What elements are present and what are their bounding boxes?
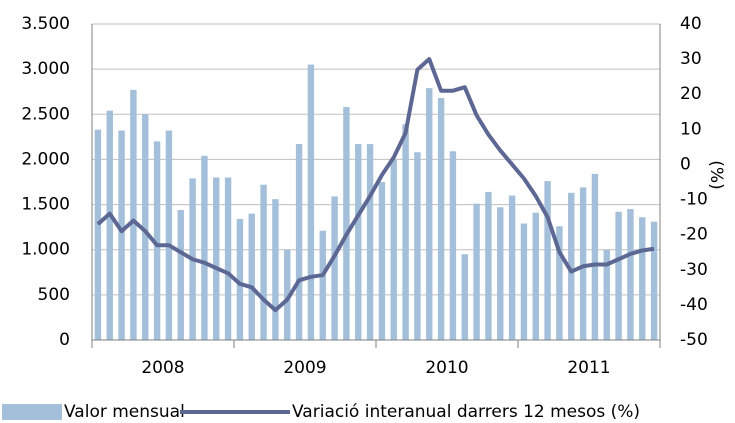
bar	[343, 107, 350, 340]
y-tick-label: 0	[59, 330, 70, 350]
bar	[272, 199, 279, 340]
bar	[153, 141, 161, 340]
bar	[544, 181, 551, 340]
bar	[508, 195, 516, 340]
bar	[177, 209, 184, 340]
bar	[201, 155, 208, 340]
x-group-label: 2009	[283, 358, 326, 378]
bar	[366, 144, 374, 340]
y2-tick-label: -50	[680, 330, 708, 350]
bar	[331, 196, 338, 340]
bar	[650, 221, 658, 340]
bar	[591, 173, 599, 340]
legend-label: Variació interanual darrers 12 mesos (%)	[292, 402, 640, 422]
bar	[568, 192, 575, 340]
bar	[224, 177, 232, 340]
line	[96, 57, 655, 313]
bar	[485, 191, 492, 340]
y-tick-label: 500	[38, 285, 70, 305]
y-tick-label: 3.500	[21, 14, 70, 34]
y2-tick-label: 40	[680, 14, 702, 34]
y-tick-label: 2.000	[21, 149, 70, 169]
legend-swatch	[2, 404, 62, 420]
bar	[461, 254, 468, 340]
bar	[449, 151, 457, 340]
bar	[165, 130, 173, 340]
y-tick-label: 1.500	[21, 195, 70, 215]
y2-tick-label: -20	[680, 225, 708, 245]
y2-tick-label: -10	[680, 190, 708, 210]
bar	[390, 159, 397, 340]
bar	[414, 152, 421, 340]
bar	[426, 88, 433, 340]
y2-tick-label: 30	[680, 49, 702, 69]
y2-tick-label: 10	[680, 119, 702, 139]
bar	[532, 212, 539, 340]
bar	[437, 98, 445, 340]
bar	[556, 226, 563, 340]
bar	[603, 249, 610, 340]
x-group-label: 2008	[141, 358, 184, 378]
bar	[579, 187, 587, 340]
y2-tick-label: -30	[680, 260, 708, 280]
x-group-label: 2010	[425, 358, 468, 378]
bar	[402, 124, 409, 341]
legend-label: Valor mensual	[64, 402, 185, 422]
y2-tick-label: -40	[680, 295, 708, 315]
bar	[142, 114, 149, 341]
y-tick-label: 3.000	[21, 59, 70, 79]
bar	[106, 110, 113, 340]
bar	[130, 89, 137, 340]
bar	[627, 209, 634, 340]
y-tick-label: 2.500	[21, 104, 70, 124]
y2-tick-label: 0	[680, 154, 691, 174]
bar	[497, 207, 504, 340]
y2-axis-label: (%)	[706, 160, 726, 189]
y-tick-label: 1.000	[21, 240, 70, 260]
bar	[118, 130, 125, 340]
y2-tick-label: 20	[680, 84, 702, 104]
bar	[319, 230, 326, 340]
bar	[236, 219, 244, 340]
bar	[260, 184, 267, 340]
bar	[355, 144, 362, 340]
bar	[248, 213, 255, 340]
bar	[639, 217, 646, 340]
x-group-label: 2011	[567, 358, 610, 378]
bar	[284, 249, 291, 340]
bar	[473, 203, 480, 340]
bar	[520, 223, 528, 340]
bar	[295, 144, 303, 340]
bar	[378, 182, 386, 340]
bar	[213, 177, 220, 340]
bar	[307, 64, 315, 340]
bar	[94, 129, 102, 340]
bar	[615, 211, 622, 340]
